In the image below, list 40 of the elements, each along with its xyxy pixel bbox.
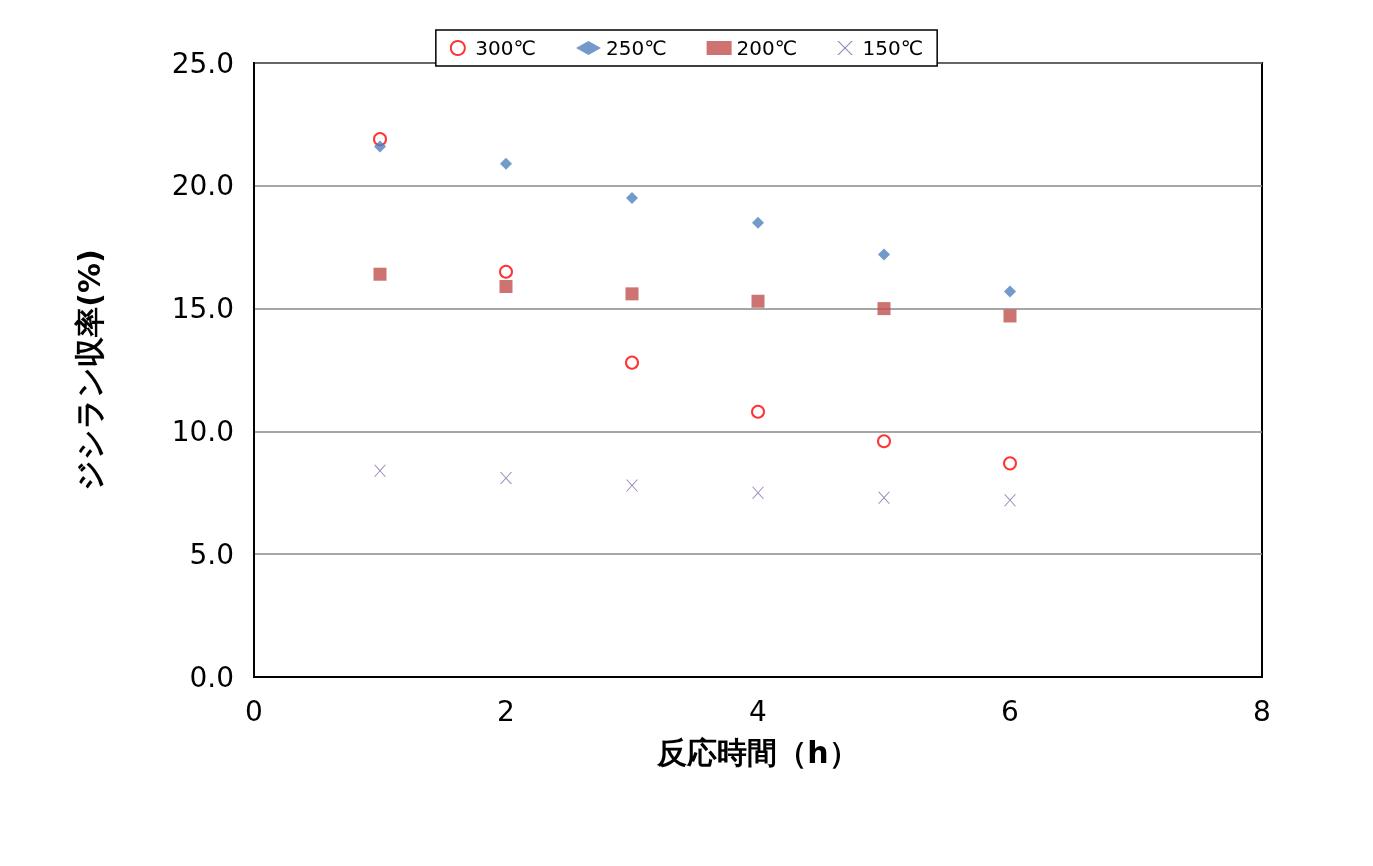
- y-tick-label: 15.0: [171, 292, 234, 326]
- y-axis-title: ジシラン収率(%): [71, 249, 107, 491]
- x-axis-title: 反応時間（h）: [656, 734, 859, 770]
- point: [499, 264, 513, 279]
- point: [500, 157, 512, 170]
- y-tick-label: 25.0: [171, 46, 234, 80]
- legend-label: 250℃: [605, 36, 667, 60]
- point: [626, 479, 638, 492]
- point: [373, 267, 387, 281]
- legend-label: 150℃: [862, 36, 924, 60]
- point: [1004, 494, 1016, 507]
- x-tick-label: 8: [1253, 694, 1271, 728]
- point: [625, 355, 639, 370]
- point: [751, 294, 765, 308]
- point: [1003, 309, 1017, 323]
- point: [499, 280, 513, 293]
- point: [878, 491, 890, 504]
- x-tick-label: 2: [497, 694, 515, 728]
- y-tick-label: 10.0: [171, 414, 234, 448]
- point: [500, 472, 512, 485]
- y-tick-label: 0.0: [189, 660, 234, 694]
- x-tick-label: 4: [749, 694, 767, 728]
- x-tick-label: 6: [1001, 694, 1019, 728]
- legend-label: 300℃: [475, 36, 536, 60]
- point: [877, 434, 891, 449]
- point: [752, 216, 764, 229]
- point: [1003, 456, 1017, 471]
- point: [877, 302, 891, 316]
- y-tick-label: 20.0: [171, 169, 234, 203]
- x-tick-label: 0: [245, 694, 263, 728]
- point: [374, 140, 386, 153]
- y-tick-label: 5.0: [189, 537, 234, 571]
- point: [626, 192, 638, 205]
- point: [752, 486, 764, 499]
- point: [878, 248, 890, 261]
- point: [625, 287, 639, 301]
- point: [751, 404, 765, 419]
- point: [374, 464, 386, 477]
- legend-label: 200℃: [736, 36, 798, 60]
- point: [1004, 285, 1016, 298]
